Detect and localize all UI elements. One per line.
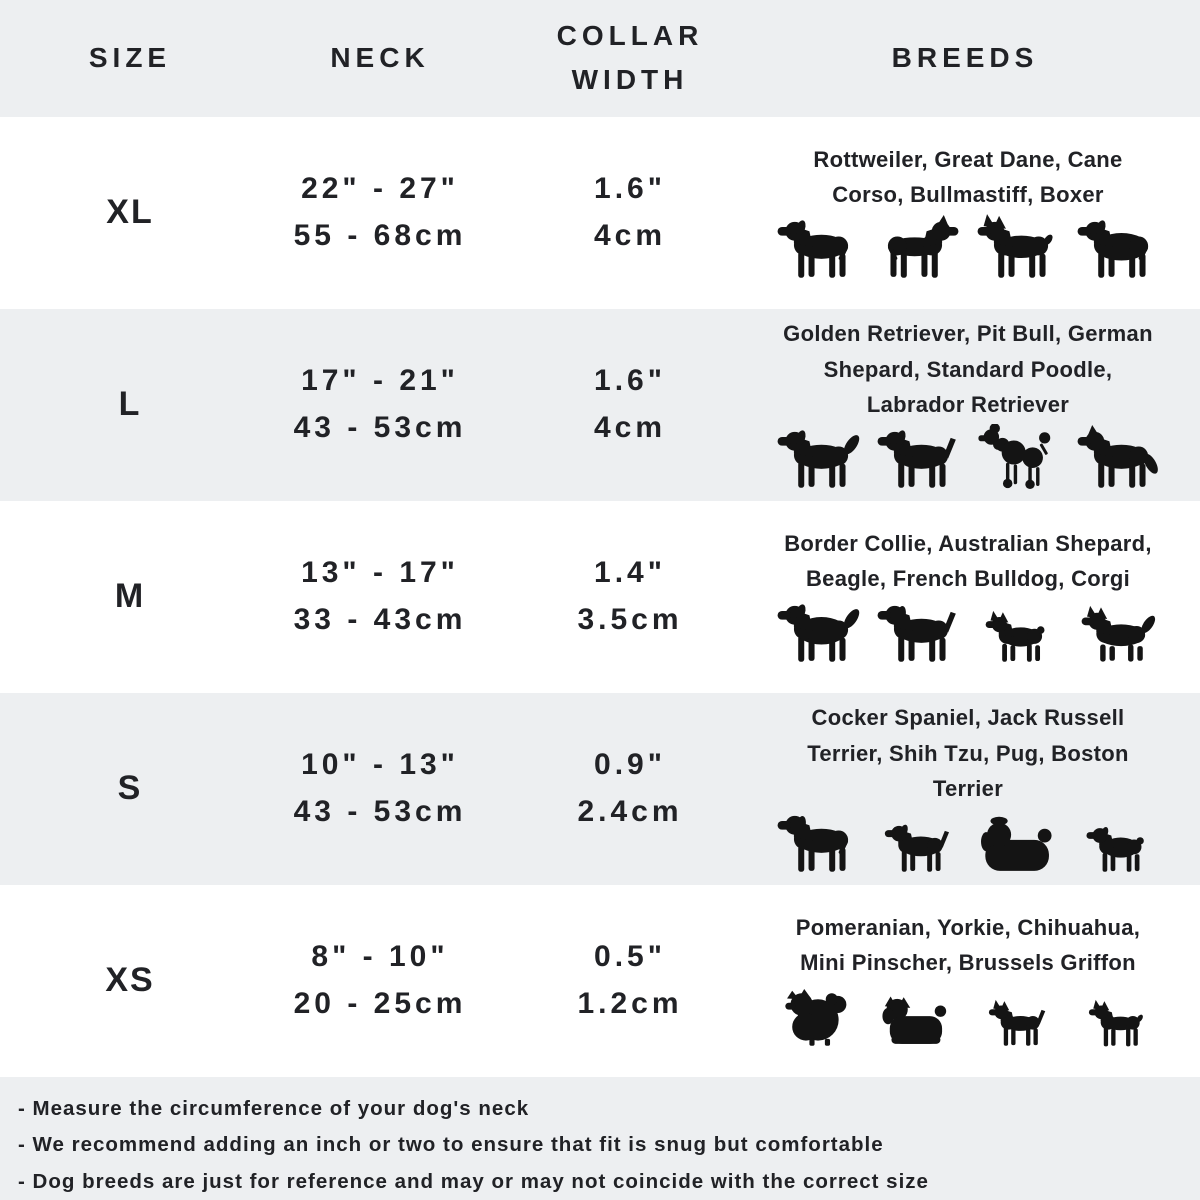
rottweiler-icon (777, 220, 849, 279)
note-line: - Dog breeds are just for reference and … (18, 1169, 929, 1193)
size-row-xl: XL 22" - 27" 55 - 68cm 1.6" 4cm Rottweil… (0, 116, 1200, 309)
collar-width-cell: 1.6" 4cm (500, 166, 760, 259)
column-header-neck: NECK (330, 41, 430, 73)
pomeranian-icon (785, 989, 847, 1046)
size-label: XL (106, 193, 154, 232)
notes-section: - Measure the circumference of your dog'… (0, 1076, 1200, 1200)
german-shepherd-icon (1077, 424, 1158, 488)
neck-inches: 22" - 27" (301, 172, 459, 206)
collar-width-cell: 1.6" 4cm (500, 358, 760, 451)
dog-silhouettes (775, 214, 1161, 283)
dog-silhouettes (775, 423, 1161, 493)
note-line: - Measure the circumference of your dog'… (18, 1096, 530, 1120)
collar-width-cm: 1.2cm (577, 986, 683, 1020)
breeds-cell: Rottweiler, Great Dane, Cane Corso, Bull… (760, 117, 1200, 309)
neck-cell: 17" - 21" 43 - 53cm (260, 358, 500, 451)
neck-inches: 8" - 10" (311, 940, 449, 974)
size-label: L (118, 385, 142, 424)
table-header-row: SIZE NECK COLLAR WIDTH BREEDS (0, 0, 1200, 117)
collar-width-cell: 1.4" 3.5cm (500, 550, 760, 643)
corgi-icon (1081, 606, 1156, 662)
australian-shepherd-icon (777, 604, 860, 663)
golden-retriever-icon (777, 430, 860, 488)
neck-cell: 8" - 10" 20 - 25cm (260, 934, 500, 1027)
breed-list: Golden Retriever, Pit Bull, German Shepa… (783, 321, 1153, 417)
chihuahua-icon (988, 1000, 1046, 1046)
cane-corso-icon (977, 214, 1053, 279)
jack-russell-icon (884, 824, 950, 872)
neck-cell: 10" - 13" 43 - 53cm (260, 742, 500, 835)
cocker-spaniel-icon (777, 815, 849, 872)
neck-cm: 55 - 68cm (293, 218, 467, 252)
breed-list: Cocker Spaniel, Jack Russell Terrier, Sh… (807, 705, 1129, 801)
collar-width-inches: 1.6" (594, 172, 666, 206)
collar-width-inches: 1.6" (594, 364, 666, 398)
dog-silhouettes (775, 982, 1161, 1051)
collar-width-inches: 0.9" (594, 748, 666, 782)
dog-silhouettes (775, 808, 1161, 877)
note-line: - We recommend adding an inch or two to … (18, 1133, 884, 1157)
poodle-icon (978, 423, 1051, 489)
column-header-breeds: BREEDS (891, 41, 1039, 73)
size-row-xs: XS 8" - 10" 20 - 25cm 0.5" 1.2cm Pomeran… (0, 884, 1200, 1077)
yorkie-icon (882, 996, 947, 1045)
size-label: M (114, 577, 146, 616)
breed-list: Border Collie, Australian Shepard, Beagl… (784, 530, 1152, 592)
neck-inches: 10" - 13" (301, 748, 459, 782)
great-dane-icon (887, 215, 959, 279)
collar-width-inches: 0.5" (594, 940, 666, 974)
neck-inches: 13" - 17" (301, 556, 459, 590)
shih-tzu-icon (981, 816, 1052, 871)
neck-cm: 20 - 25cm (293, 986, 467, 1020)
french-bulldog-icon (985, 611, 1045, 663)
collar-width-cell: 0.9" 2.4cm (500, 742, 760, 835)
labrador-icon (877, 430, 956, 488)
breed-list: Pomeranian, Yorkie, Chihuahua, Mini Pins… (795, 914, 1141, 976)
neck-cell: 22" - 27" 55 - 68cm (260, 166, 500, 259)
size-row-l: L 17" - 21" 43 - 53cm 1.6" 4cm Golden Re… (0, 308, 1200, 501)
min-pin-icon (1088, 1000, 1143, 1047)
collar-width-cell: 0.5" 1.2cm (500, 934, 760, 1027)
bullmastiff-icon (1077, 220, 1149, 279)
neck-inches: 17" - 21" (301, 364, 459, 398)
size-row-m: M 13" - 17" 33 - 43cm 1.4" 3.5cm Border … (0, 500, 1200, 693)
breeds-cell: Golden Retriever, Pit Bull, German Shepa… (760, 309, 1200, 501)
collar-width-cm: 2.4cm (577, 794, 683, 828)
breed-list: Rottweiler, Great Dane, Cane Corso, Bull… (813, 147, 1123, 208)
size-row-s: S 10" - 13" 43 - 53cm 0.9" 2.4cm Cocker … (0, 692, 1200, 885)
neck-cm: 43 - 53cm (293, 794, 467, 828)
neck-cm: 33 - 43cm (293, 602, 467, 636)
breeds-cell: Cocker Spaniel, Jack Russell Terrier, Sh… (760, 693, 1200, 885)
collar-width-cm: 4cm (593, 218, 667, 252)
size-label: S (117, 769, 143, 808)
neck-cm: 43 - 53cm (293, 410, 467, 444)
column-header-size: SIZE (88, 41, 172, 73)
size-label: XS (105, 961, 155, 1000)
column-header-collar-width: COLLAR WIDTH (556, 19, 704, 96)
neck-cell: 13" - 17" 33 - 43cm (260, 550, 500, 643)
beagle-icon (877, 606, 956, 663)
breeds-cell: Pomeranian, Yorkie, Chihuahua, Mini Pins… (760, 885, 1200, 1077)
collar-width-inches: 1.4" (594, 556, 666, 590)
collar-width-cm: 4cm (593, 410, 667, 444)
collar-width-cm: 3.5cm (577, 602, 683, 636)
dog-silhouettes (775, 598, 1161, 667)
pug-icon (1086, 826, 1144, 872)
breeds-cell: Border Collie, Australian Shepard, Beagl… (760, 501, 1200, 693)
